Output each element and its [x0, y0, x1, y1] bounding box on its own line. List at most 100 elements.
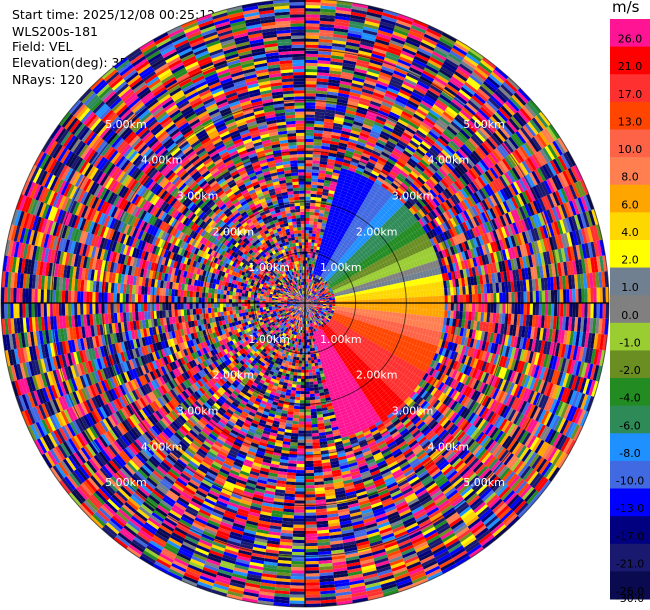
range-gate	[312, 264, 316, 268]
range-gate	[305, 172, 312, 176]
range-gate	[305, 208, 310, 212]
range-gate	[309, 292, 312, 296]
range-gate	[335, 157, 344, 163]
range-gate	[341, 237, 347, 242]
range-gate	[396, 298, 400, 303]
range-gate	[339, 193, 347, 198]
range-gate	[348, 203, 355, 209]
range-gate	[322, 219, 327, 224]
range-gate	[356, 56, 371, 63]
range-gate	[329, 70, 342, 75]
range-gate	[382, 9, 399, 17]
range-gate	[313, 215, 319, 219]
range-gate	[392, 307, 397, 313]
range-gate	[319, 20, 335, 25]
range-gate	[331, 248, 336, 253]
range-gate	[310, 196, 317, 201]
range-gate	[305, 175, 312, 179]
range-gate	[308, 288, 310, 292]
range-gate	[336, 238, 342, 243]
range-gate	[375, 38, 390, 46]
range-gate	[343, 241, 348, 247]
range-gate	[514, 303, 518, 315]
range-gate	[307, 257, 310, 261]
range-gate	[581, 303, 585, 318]
range-gate	[413, 55, 428, 65]
range-gate	[329, 209, 336, 214]
range-gate	[309, 215, 315, 219]
range-gate	[393, 70, 407, 78]
range-gate	[305, 5, 321, 9]
range-gate	[344, 198, 351, 203]
range-gate	[360, 94, 372, 101]
range-gate	[336, 151, 346, 157]
range-gate	[305, 230, 309, 234]
range-gate	[322, 191, 329, 196]
range-gate	[321, 222, 327, 227]
range-gate	[309, 279, 312, 283]
range-gate	[455, 39, 471, 51]
range-gate	[478, 303, 482, 313]
range-gate	[305, 300, 306, 303]
range-gate	[323, 268, 327, 273]
range-gate	[313, 218, 319, 222]
range-gate	[440, 66, 454, 77]
range-gate	[307, 291, 310, 295]
range-gate	[385, 51, 400, 59]
range-gate	[331, 259, 336, 264]
range-gate	[310, 267, 313, 271]
range-gate	[359, 294, 363, 298]
range-gate	[380, 298, 384, 303]
range-gate	[352, 218, 358, 224]
range-gate	[403, 78, 417, 87]
range-gate	[357, 138, 368, 145]
range-gate	[376, 159, 386, 167]
range-gate	[340, 74, 353, 80]
range-gate	[345, 44, 360, 51]
range-gate	[320, 11, 336, 16]
range-gate	[359, 297, 363, 301]
range-gate	[346, 172, 354, 179]
range-gate	[341, 298, 345, 302]
range-gate	[335, 110, 346, 116]
range-gate	[333, 122, 343, 128]
range-gate	[499, 303, 503, 314]
range-gate	[307, 248, 311, 252]
range-gate	[316, 227, 321, 232]
range-gate	[314, 239, 319, 244]
range-gate	[323, 251, 328, 256]
range-gate	[360, 41, 375, 48]
range-gate	[454, 42, 469, 54]
range-gate	[336, 201, 344, 207]
range-gate	[321, 275, 325, 279]
range-gate	[348, 138, 358, 144]
range-gate	[331, 46, 346, 51]
range-gate	[306, 297, 309, 301]
range-gate	[305, 214, 310, 218]
range-gate	[412, 113, 425, 122]
range-gate	[395, 307, 400, 313]
range-gate	[323, 242, 328, 247]
range-gate	[305, 148, 314, 152]
range-gate	[318, 41, 333, 46]
range-gate	[435, 289, 439, 297]
range-gate	[389, 111, 401, 119]
range-gate	[312, 227, 317, 231]
range-gate	[395, 22, 411, 31]
range-gate	[344, 53, 358, 60]
range-gate	[391, 76, 404, 84]
range-gate	[337, 179, 345, 185]
range-gate	[305, 0, 321, 3]
range-gate	[374, 179, 383, 186]
range-gate	[314, 264, 318, 269]
range-gate	[357, 103, 369, 110]
range-gate	[364, 166, 373, 173]
range-gate	[402, 80, 416, 89]
range-gate	[350, 129, 361, 136]
range-gate	[348, 97, 360, 104]
range-gate	[325, 204, 331, 209]
range-gate	[418, 78, 432, 88]
range-gate	[331, 175, 339, 180]
range-gate	[544, 303, 549, 316]
range-gate	[338, 89, 350, 95]
